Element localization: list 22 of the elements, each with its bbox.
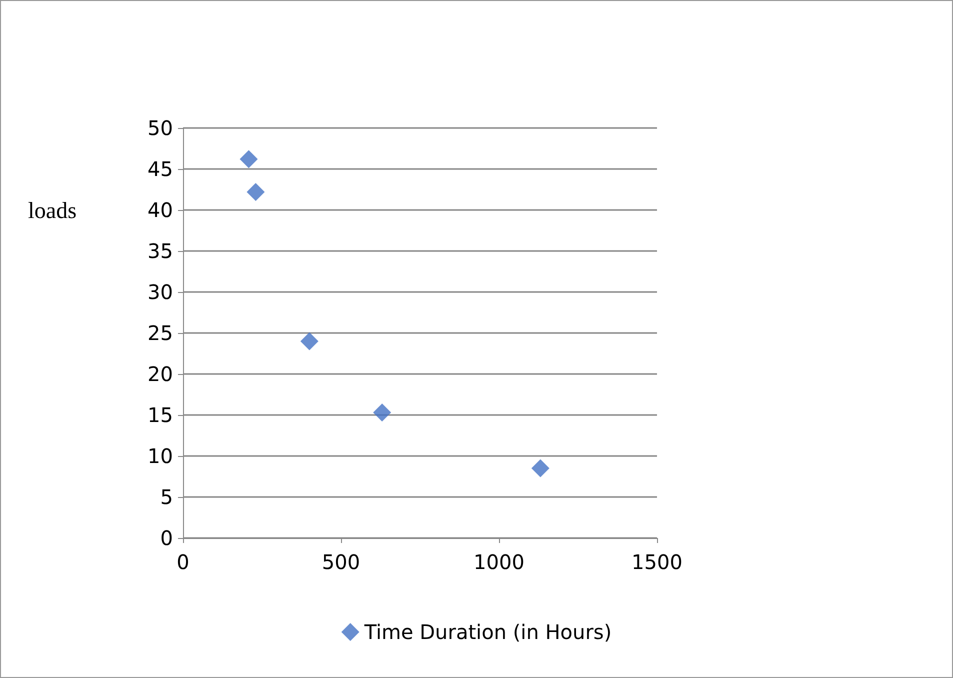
y-axis-title: loads xyxy=(28,198,77,223)
x-tick-label: 1000 xyxy=(474,550,524,574)
point xyxy=(373,404,392,422)
x-tick-label: 500 xyxy=(322,550,360,574)
y-tick-label: 30 xyxy=(148,280,173,304)
x-tick-label: 1500 xyxy=(632,550,682,574)
point xyxy=(240,150,258,168)
point xyxy=(300,332,318,350)
y-tick-label: 35 xyxy=(148,239,173,263)
y-tick-label: 50 xyxy=(148,116,173,140)
y-tick-label: 20 xyxy=(148,362,173,386)
y-tick-label: 0 xyxy=(160,526,173,550)
y-tick-label: 40 xyxy=(148,198,173,222)
y-tick-label: 10 xyxy=(148,444,173,468)
x-tick-label: 0 xyxy=(176,550,190,574)
y-tick-label: 15 xyxy=(148,403,173,427)
y-tick-label: 5 xyxy=(160,485,173,509)
y-tick-label: 25 xyxy=(148,321,173,345)
point xyxy=(531,459,550,478)
point xyxy=(246,182,265,201)
y-tick-label: 45 xyxy=(148,157,173,181)
legend-label: Time Duration (in Hours) xyxy=(363,620,612,644)
